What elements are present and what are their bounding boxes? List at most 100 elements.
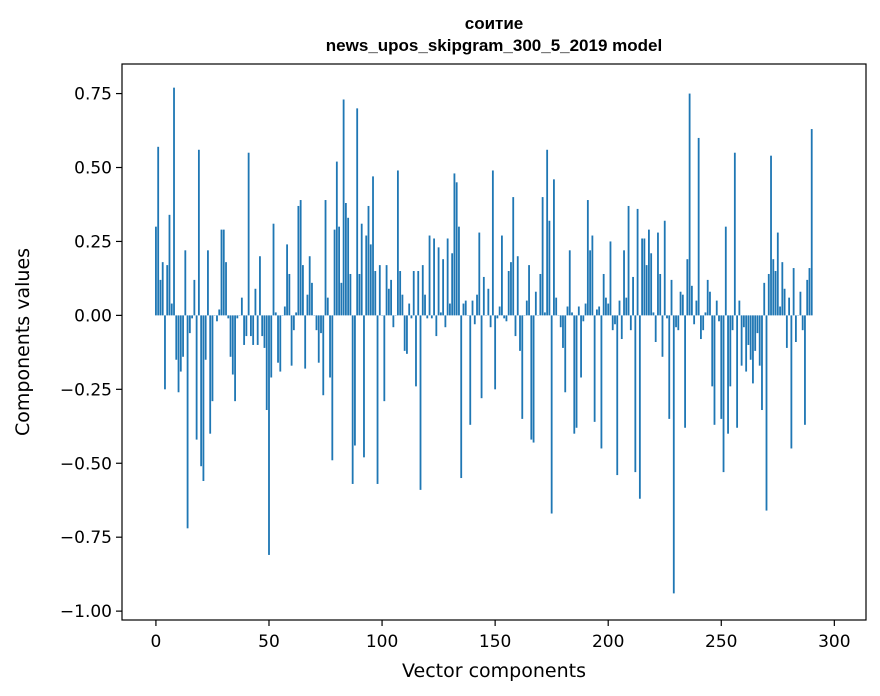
- bar: [236, 315, 239, 319]
- bar: [175, 315, 178, 360]
- bar: [272, 223, 275, 316]
- bar: [663, 220, 666, 316]
- bar: [437, 247, 440, 316]
- bar: [231, 315, 234, 375]
- bar: [417, 271, 420, 316]
- bar: [625, 297, 628, 316]
- bar: [747, 315, 750, 345]
- bar: [193, 279, 196, 316]
- bar: [512, 197, 515, 316]
- bar: [727, 315, 729, 434]
- bar: [270, 315, 273, 378]
- bar: [161, 262, 164, 316]
- bar: [711, 315, 714, 387]
- bar: [661, 315, 664, 357]
- bar: [197, 149, 200, 316]
- bar: [514, 315, 517, 337]
- bar: [261, 315, 264, 337]
- bar: [476, 294, 478, 316]
- bar: [589, 250, 592, 316]
- bar: [586, 200, 589, 316]
- bar: [302, 265, 304, 316]
- bar: [243, 315, 246, 345]
- bar: [772, 259, 775, 316]
- bar: [166, 265, 169, 316]
- bar: [279, 315, 282, 372]
- bar: [304, 315, 307, 369]
- bar: [525, 300, 528, 316]
- bar: [729, 315, 732, 387]
- bar: [532, 315, 535, 443]
- bar: [473, 315, 476, 325]
- bar: [607, 303, 610, 316]
- bar: [770, 155, 772, 316]
- bar: [715, 300, 718, 316]
- bar: [494, 315, 497, 390]
- bar: [259, 256, 261, 316]
- bar: [575, 315, 578, 428]
- bar: [519, 315, 521, 351]
- bar: [295, 312, 298, 316]
- bar: [810, 129, 813, 316]
- x-tick-label: 0: [151, 632, 162, 652]
- bar: [449, 303, 451, 316]
- bar: [202, 315, 205, 481]
- bar: [686, 259, 689, 316]
- bar: [216, 315, 218, 322]
- bar: [157, 146, 160, 316]
- bar: [611, 315, 614, 331]
- bar: [207, 250, 209, 316]
- bar: [582, 315, 585, 322]
- bar: [324, 200, 327, 316]
- bar: [274, 312, 277, 316]
- bar: [745, 315, 748, 372]
- bar: [369, 244, 372, 316]
- y-axis-ticks: −1.00 −0.75 −0.50 −0.25 0.00 0.25 0.50 0.75: [60, 85, 122, 622]
- bar: [439, 312, 442, 316]
- bar: [681, 294, 684, 316]
- bar: [668, 315, 671, 419]
- bar: [690, 285, 693, 316]
- bar: [785, 315, 788, 348]
- bar: [277, 315, 279, 363]
- bar: [265, 315, 268, 411]
- bar: [252, 315, 255, 345]
- bar: [406, 315, 408, 354]
- bar: [697, 137, 700, 316]
- bar: [695, 300, 698, 316]
- bar: [268, 315, 270, 555]
- bar: [320, 315, 322, 334]
- bar: [501, 235, 503, 316]
- bar: [263, 315, 266, 348]
- bar: [428, 235, 431, 316]
- bar: [247, 152, 250, 316]
- bar: [227, 315, 230, 319]
- bar: [430, 315, 433, 319]
- bar: [338, 226, 340, 316]
- bar: [756, 315, 759, 334]
- bar: [679, 291, 682, 316]
- bar: [240, 297, 243, 316]
- bar: [776, 232, 779, 316]
- bar: [331, 315, 334, 461]
- plot-frame: [121, 63, 867, 621]
- bar: [788, 297, 791, 316]
- bar: [390, 279, 393, 316]
- bar: [177, 315, 180, 393]
- bar: [761, 315, 763, 411]
- y-tick-label: −1.00: [60, 602, 112, 622]
- bar: [367, 205, 370, 316]
- bar: [758, 315, 761, 366]
- bar: [365, 235, 368, 316]
- bar: [349, 273, 352, 316]
- bar: [489, 315, 492, 328]
- bar: [718, 315, 720, 322]
- bar: [510, 262, 512, 316]
- bar: [507, 271, 510, 316]
- bar: [566, 306, 569, 316]
- bar: [783, 288, 786, 316]
- bar: [234, 315, 236, 402]
- y-tick-label: −0.50: [60, 454, 112, 474]
- bar: [559, 315, 562, 328]
